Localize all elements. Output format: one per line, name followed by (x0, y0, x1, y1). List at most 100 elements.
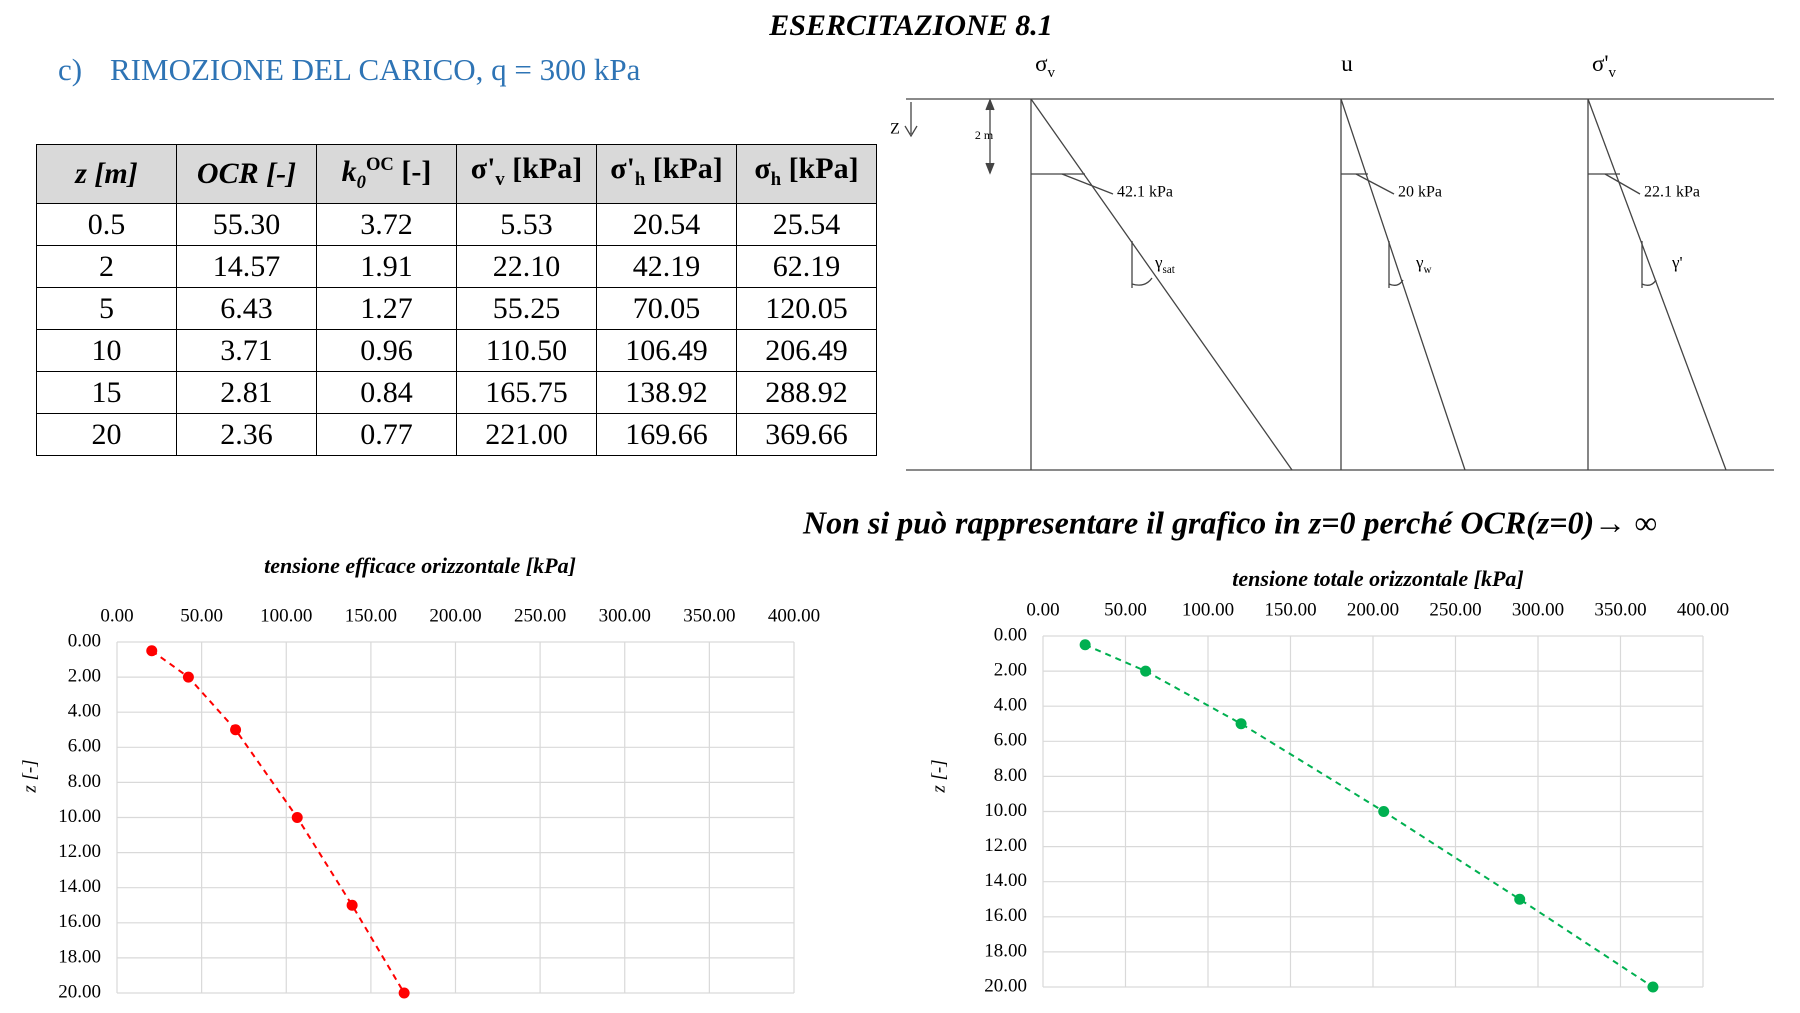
y-tick-label: 16.00 (58, 911, 101, 932)
table-cell: 165.75 (456, 371, 597, 414)
table-cell: 42.19 (596, 245, 737, 288)
x-tick-label: 250.00 (514, 605, 566, 626)
profile-line (1587, 98, 1727, 471)
table-cell: 55.25 (456, 287, 597, 330)
data-point (1514, 893, 1526, 905)
data-table: z [m] OCR [-] k0OC [-] σ'v [kPa] σ'h [kPa] σh… (36, 144, 877, 456)
x-tick-label: 400.00 (1677, 599, 1729, 620)
table-cell: 0.84 (316, 371, 457, 414)
page-title: ESERCITAZIONE 8.1 (768, 9, 1052, 42)
table-cell: 206.49 (736, 329, 877, 372)
y-axis-label: z [-] (19, 759, 40, 793)
arrow-head (904, 125, 918, 138)
table-cell: 22.10 (456, 245, 597, 288)
y-tick-label: 8.00 (994, 765, 1027, 786)
table-cell: 6.43 (176, 287, 317, 330)
x-tick-label: 250.00 (1429, 599, 1481, 620)
y-tick-label: 2.00 (68, 665, 101, 686)
table-cell: 1.91 (316, 245, 457, 288)
table-cell: 0.77 (316, 413, 457, 456)
data-point (1235, 718, 1247, 730)
column-symbol: σ'v (1592, 51, 1617, 81)
slope-arc (1131, 277, 1153, 286)
header-after: [-] (393, 155, 432, 188)
y-tick-label: 16.00 (984, 905, 1027, 926)
slope-arc (1388, 279, 1404, 286)
y-tick-label: 8.00 (68, 771, 101, 792)
series-line (151, 649, 406, 994)
y-tick-label: 0.00 (68, 630, 101, 651)
data-point (1079, 639, 1091, 651)
table-cell: 5 (36, 287, 177, 330)
column-symbol-text: σ (1035, 51, 1048, 76)
header-cell: σh [kPa] (736, 144, 877, 204)
table-cell: 2 (36, 245, 177, 288)
y-tick-label: 18.00 (58, 946, 101, 967)
header-cell: σ'h [kPa] (596, 144, 737, 204)
header-cell: σ'v [kPa] (456, 144, 597, 204)
table-cell: 14.57 (176, 245, 317, 288)
y-axis-label: z [-] (928, 759, 949, 793)
table-cell: 169.66 (596, 413, 737, 456)
slope-label: γw (1415, 253, 1432, 276)
table-cell: 70.05 (596, 287, 737, 330)
table-cell: 20 (36, 413, 177, 456)
table-cell: 106.49 (596, 329, 737, 372)
data-point (1647, 981, 1659, 993)
table-cell: 62.19 (736, 245, 877, 288)
slope-label-sub: sat (1163, 264, 1175, 276)
y-tick-label: 18.00 (984, 940, 1027, 961)
x-tick-label: 0.00 (1026, 599, 1059, 620)
slope-label-text: γ (1154, 253, 1163, 272)
x-tick-label: 150.00 (345, 605, 397, 626)
data-point (182, 671, 194, 683)
y-tick-label: 20.00 (58, 981, 101, 1002)
y-tick-label: 0.00 (994, 624, 1027, 645)
table-cell: 5.53 (456, 203, 597, 246)
column-symbol-text: u (1341, 51, 1353, 76)
y-tick-label: 20.00 (984, 975, 1027, 996)
x-tick-label: 50.00 (180, 605, 223, 626)
table-cell: 120.05 (736, 287, 877, 330)
leader (1355, 173, 1395, 195)
slope-label: γ' (1671, 253, 1683, 272)
header-sub: h (634, 168, 646, 190)
header-text: σ' (610, 151, 635, 185)
header-sup: OC (365, 154, 394, 175)
table-cell: 25.54 (736, 203, 877, 246)
data-point (291, 812, 303, 823)
table-cell: 110.50 (456, 329, 597, 372)
column-symbol-sub: v (1609, 65, 1617, 81)
y-tick-label: 14.00 (58, 876, 101, 897)
leader (1061, 173, 1114, 195)
x-tick-label: 150.00 (1264, 599, 1316, 620)
series-line (1084, 643, 1654, 988)
x-tick-label: 100.00 (260, 605, 312, 626)
y-tick-label: 6.00 (68, 736, 101, 757)
table-cell: 3.71 (176, 329, 317, 372)
header-text: σ' (470, 151, 496, 185)
table-row: 20 2.36 0.77 221.00 169.66 369.66 (36, 413, 877, 456)
note: Non si può rappresentare il grafico in z… (802, 504, 1657, 540)
diagram-lines (904, 98, 1774, 471)
chart-title: tensione efficace orizzontale [kPa] (264, 553, 576, 578)
y-tick-label: 4.00 (994, 695, 1027, 716)
section-label: c) (58, 52, 82, 87)
header-after: [kPa] (504, 151, 583, 185)
header-sub: v (495, 168, 505, 190)
chart-title: tensione totale orizzontale [kPa] (1232, 566, 1524, 591)
level-value: 20 kPa (1398, 184, 1442, 201)
depth-axis-label: Z (890, 121, 900, 138)
table-cell: 1.27 (316, 287, 457, 330)
y-tick-label: 4.00 (68, 701, 101, 722)
table-cell: 10 (36, 329, 177, 372)
data-point (346, 899, 358, 911)
x-tick-label: 100.00 (1182, 599, 1234, 620)
table-row: 5 6.43 1.27 55.25 70.05 120.05 (36, 287, 877, 330)
column-symbol: σv (1035, 51, 1055, 81)
column-symbol: u (1341, 51, 1353, 76)
table-cell: 221.00 (456, 413, 597, 456)
data-point (1378, 806, 1390, 817)
table-cell: 15 (36, 371, 177, 414)
